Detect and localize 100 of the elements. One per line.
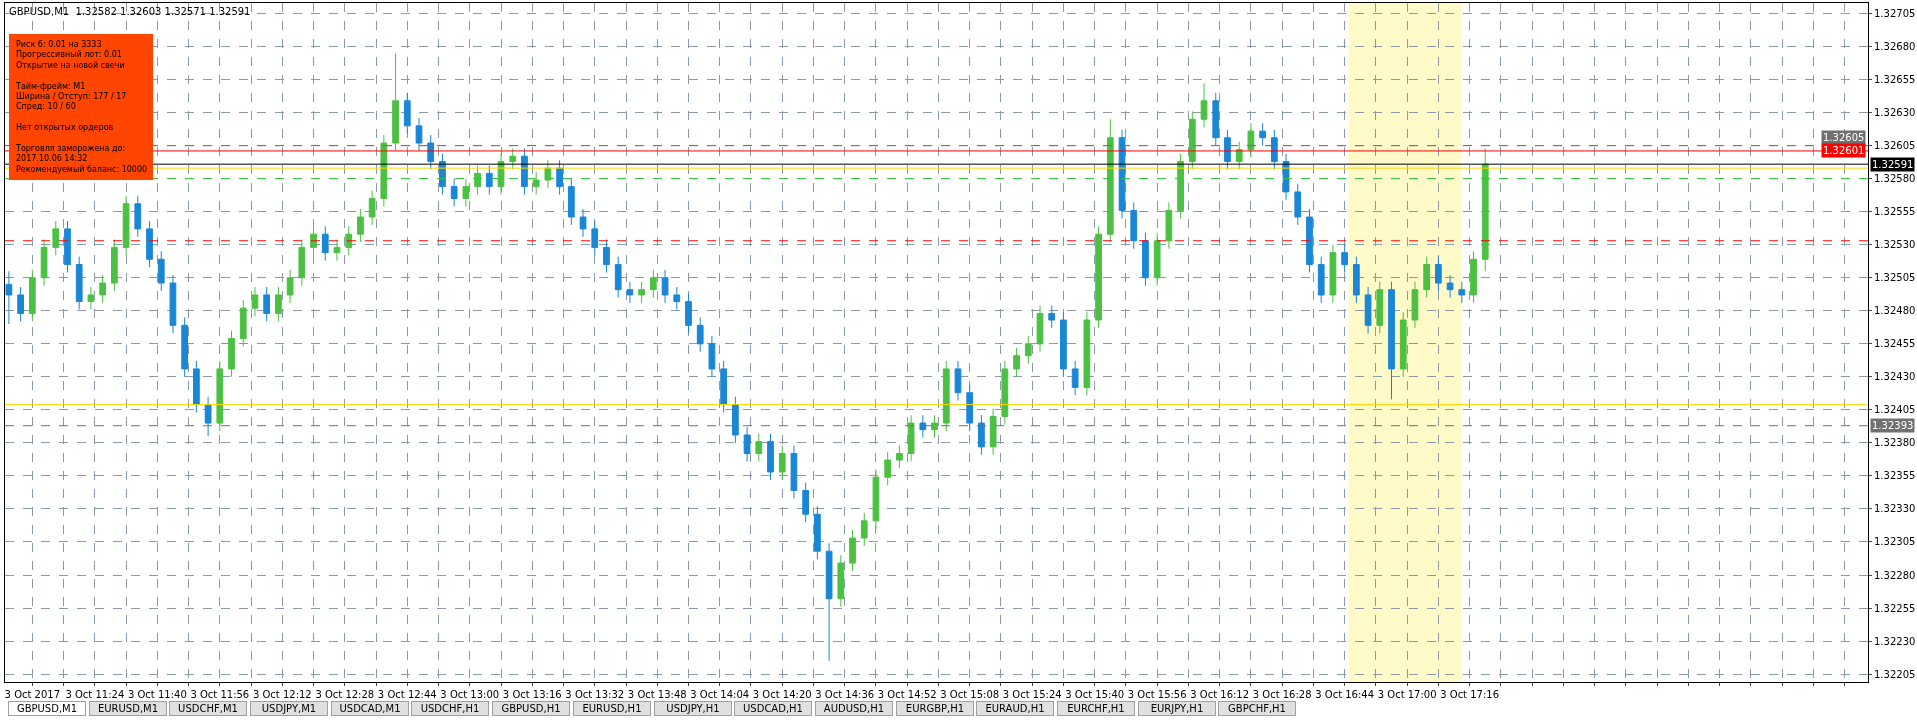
candlestick (767, 433, 774, 481)
candlestick (5, 270, 13, 325)
candlestick (1341, 244, 1349, 273)
candlestick (1013, 347, 1020, 378)
y-tick-label: 1.32380 (1874, 437, 1916, 449)
candlestick (1364, 286, 1372, 334)
candlestick (989, 408, 997, 456)
candlestick (509, 147, 517, 170)
candlestick (1423, 256, 1431, 299)
text: USDJPY,H1 (666, 703, 720, 714)
candlestick (638, 281, 645, 304)
candlestick (685, 293, 692, 334)
candlestick (825, 542, 833, 662)
x-tick-label: 3 Oct 2017 (4, 689, 61, 700)
y-tick-label: 1.32480 (1874, 305, 1916, 317)
candlestick (884, 451, 892, 486)
candlestick (333, 238, 341, 262)
candlestick (1177, 153, 1184, 219)
candlestick (673, 286, 681, 310)
text: EURCHF,H1 (1067, 703, 1125, 714)
text: USDCAD,M1 (339, 703, 401, 714)
candlestick (649, 269, 657, 299)
text: GBPUSD,M1 (16, 703, 78, 714)
chart-title: GBPUSD,M1 1.32582 1.32603 1.32571 1.32591 (9, 6, 251, 17)
candlestick (907, 414, 915, 462)
candlestick (872, 468, 880, 530)
candlestick (1095, 225, 1102, 329)
candlestick (942, 360, 950, 432)
candlestick (1247, 122, 1255, 159)
ref-line-label: 1.32605 (1823, 132, 1865, 143)
candlestick (1212, 92, 1220, 147)
candlestick (1329, 244, 1337, 304)
candlestick (40, 238, 48, 287)
candlestick (1083, 311, 1091, 396)
y-tick-label: 1.32680 (1874, 41, 1916, 53)
x-tick-label: 3 Oct 11:56 (190, 689, 250, 700)
candlestick (368, 190, 376, 226)
candlestick (954, 360, 962, 402)
candlestick (275, 286, 282, 322)
candlestick (626, 281, 634, 304)
y-tick-label: 1.32355 (1874, 470, 1916, 482)
x-tick-label: 3 Oct 15:56 (1127, 689, 1187, 700)
candlestick (814, 505, 821, 560)
text: EURJPY,H1 (1150, 703, 1204, 714)
candlestick (532, 171, 540, 196)
y-tick-label: 1.32405 (1874, 404, 1916, 416)
text: GBPUSD,H1 (501, 703, 561, 714)
x-tick-label: 3 Oct 17:16 (1440, 689, 1500, 700)
y-tick-label: 1.32205 (1874, 668, 1916, 680)
candlestick (708, 335, 716, 378)
candlestick (1435, 256, 1442, 292)
candlestick (1411, 281, 1419, 329)
candlestick (896, 445, 903, 469)
candlestick (802, 482, 810, 523)
x-tick-label: 3 Oct 13:32 (565, 689, 625, 700)
x-tick-label: 3 Oct 12:28 (315, 689, 375, 700)
candlestick (75, 256, 83, 310)
text: USDJPY,M1 (261, 703, 317, 714)
candlestick (1458, 281, 1466, 304)
candlestick (720, 360, 728, 414)
candlestick (919, 414, 927, 439)
candlestick (427, 134, 435, 170)
candlestick (1036, 305, 1044, 353)
candlestick (28, 269, 36, 322)
candlestick (1376, 281, 1384, 334)
candlestick (1001, 360, 1009, 425)
y-tick-label: 1.32705 (1874, 8, 1916, 20)
candlestick (181, 316, 189, 378)
y-tick-label: 1.32255 (1874, 602, 1916, 614)
candlestick (1317, 256, 1325, 304)
text: USDCHF,H1 (420, 703, 480, 714)
text: USDCHF,M1 (178, 703, 238, 714)
candlestick (755, 433, 763, 462)
candlestick (567, 178, 575, 226)
y-tick-label: 1.32330 (1874, 503, 1916, 515)
x-tick-label: 3 Oct 15:08 (940, 689, 1000, 700)
y-tick-label: 1.32655 (1874, 74, 1916, 86)
candlestick (837, 554, 845, 608)
y-tick-label: 1.32630 (1874, 107, 1916, 119)
candlestick (415, 117, 423, 152)
text: EURUSD,H1 (582, 703, 642, 714)
text: EURUSD,M1 (97, 703, 159, 714)
candlestick (157, 250, 165, 292)
y-tick-label: 1.32230 (1874, 635, 1916, 647)
x-tick-label: 3 Oct 11:24 (65, 689, 125, 700)
ref-line-label: 1.32393 (1872, 420, 1914, 431)
candlestick (64, 220, 71, 273)
y-tick-label: 1.32455 (1874, 338, 1916, 350)
candlestick (450, 178, 458, 207)
candlestick (743, 426, 751, 462)
candlestick (1200, 83, 1208, 128)
candlestick (146, 220, 153, 268)
text: Риск 6: 0.01 на 3333 Прогрессивный лот: 0.01 Открытие на новой свечи Тайм-фрейм: M1 Ширина / Отступ: 177 / 17 Спред: 10 / 60 Нет открытых ордеров Торговля заморожена до: 2017.10.06 14:32 Рекомендуемый баланс: 10000 (16, 40, 148, 174)
y-tick-label: 1.32530 (1874, 239, 1916, 251)
text: USDCAD,H1 (743, 703, 803, 714)
candlestick (1446, 274, 1454, 299)
y-tick-label: 1.32580 (1874, 173, 1916, 185)
candlestick (1259, 122, 1266, 147)
candlestick (849, 529, 856, 572)
x-tick-label: 3 Oct 14:04 (690, 689, 750, 700)
